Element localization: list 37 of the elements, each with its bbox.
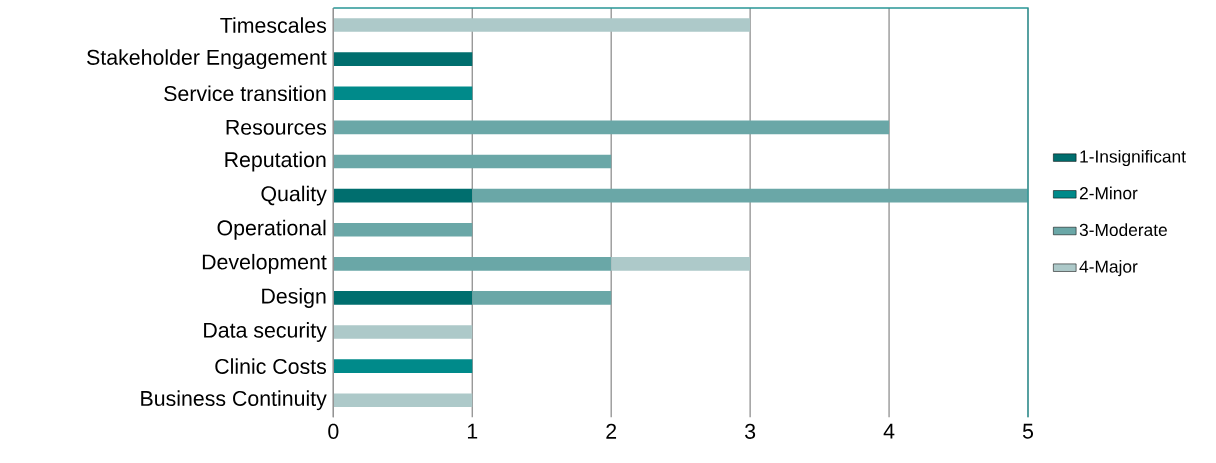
x-tick-label: 5 [1022,423,1034,439]
x-tick-label: 4 [883,423,895,439]
bar [333,257,612,271]
y-tick-label: Stakeholder Engagement [87,49,327,70]
bar [472,188,1028,203]
bar [472,291,612,305]
bar [333,393,473,408]
bar [333,154,612,169]
y-tick-label: Quality [261,185,327,206]
legend-label: 2-Minor [1079,186,1138,200]
bar [333,291,473,305]
x-tick-label: 3 [745,423,756,440]
legend-label: 4-Major [1079,260,1138,277]
bar [333,223,473,237]
bar [611,257,751,271]
y-tick-label: Data security [204,322,327,343]
y-tick-label: Clinic Costs [215,358,327,375]
bar [333,359,473,374]
y-tick-label: Operational [217,219,326,240]
bar [333,52,473,67]
x-tick-label: 2 [606,423,617,439]
x-tick-label: 1 [467,423,478,439]
legend-label: 3-Moderate [1079,223,1167,237]
bar [333,86,473,101]
y-tick-label: Design [262,288,326,309]
y-tick-label: Service transition [164,85,326,102]
x-tick-label: 0 [328,423,339,440]
bar [333,120,890,135]
y-tick-label: Business Continuity [141,390,327,411]
bar [333,325,473,340]
bar [333,188,473,203]
legend-label: 1-Insignificant [1080,150,1186,167]
bar [333,18,751,33]
y-tick-label: Timescales [220,17,327,34]
y-tick-label: Reputation [225,151,326,172]
y-tick-label: Resources [226,120,327,135]
y-tick-label: Development [202,254,327,274]
